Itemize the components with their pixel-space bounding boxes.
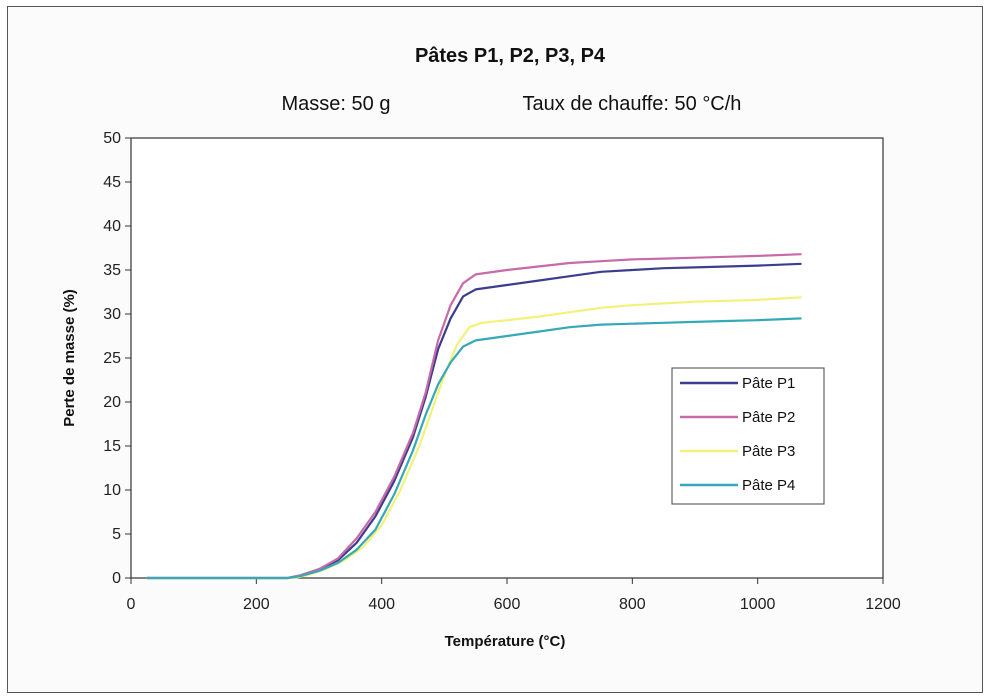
y-tick-label: 10: [103, 482, 121, 499]
y-tick-label: 35: [103, 262, 121, 279]
y-tick-label: 25: [103, 350, 121, 367]
x-tick-label: 400: [368, 596, 395, 613]
y-axis-label: Perte de masse (%): [61, 289, 78, 427]
chart-subtitle-rate: Taux de chauffe: 50 °C/h: [523, 93, 742, 115]
legend-label-p3: Pâte P3: [742, 443, 795, 460]
y-tick-label: 50: [103, 130, 121, 147]
chart-title: Pâtes P1, P2, P3, P4: [415, 45, 606, 67]
x-tick-label: 800: [619, 596, 646, 613]
legend-label-p1: Pâte P1: [742, 375, 795, 392]
y-tick-label: 20: [103, 394, 121, 411]
x-axis: 0 200 400 600 800 1000 1200: [127, 578, 901, 613]
y-tick-label: 5: [112, 526, 121, 543]
y-tick-label: 0: [112, 570, 121, 587]
y-tick-label: 40: [103, 218, 121, 235]
legend-box: [671, 367, 825, 505]
y-tick-label: 45: [103, 174, 121, 191]
y-tick-label: 15: [103, 438, 121, 455]
legend-label-p4: Pâte P4: [742, 477, 795, 494]
x-tick-label: 200: [243, 596, 270, 613]
y-tick-label: 30: [103, 306, 121, 323]
x-tick-label: 1200: [865, 596, 901, 613]
plot-area: [130, 137, 884, 579]
series-lines: [146, 253, 802, 580]
chart-subtitle-mass: Masse: 50 g: [282, 93, 391, 115]
x-tick-label: 600: [494, 596, 521, 613]
x-tick-label: 0: [127, 596, 136, 613]
legend: Pâte P1 Pâte P2 Pâte P3 Pâte P4: [671, 367, 825, 505]
y-axis: 0 5 10 15 20 25 30 35 40 45 50: [103, 130, 131, 587]
x-tick-label: 1000: [740, 596, 776, 613]
series-line-p4: [146, 317, 802, 580]
legend-label-p2: Pâte P2: [742, 409, 795, 426]
x-axis-label: Température (°C): [445, 633, 566, 650]
